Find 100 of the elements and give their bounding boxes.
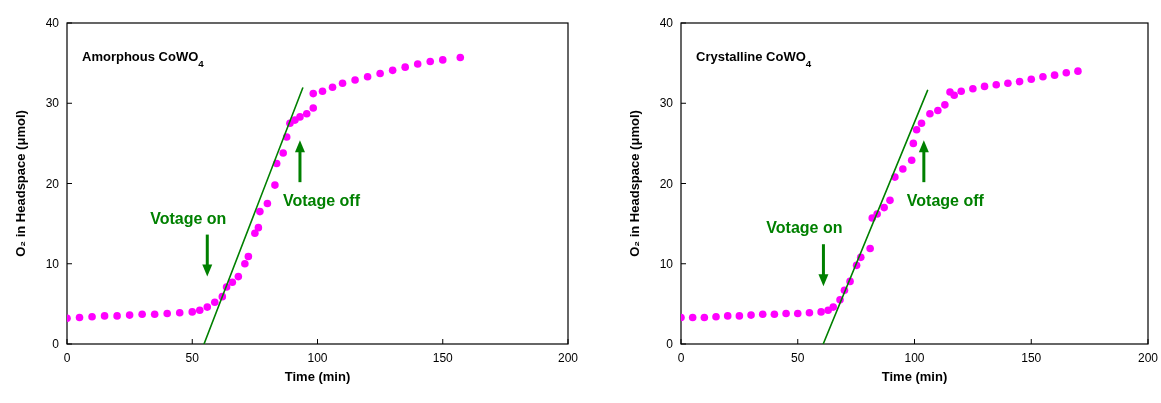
- point: [254, 223, 263, 232]
- point: [363, 72, 372, 81]
- point: [747, 311, 755, 319]
- point: [163, 309, 171, 318]
- annotation: Votage on: [766, 219, 843, 237]
- y-tick-label: 10: [45, 256, 60, 271]
- point: [1004, 79, 1012, 87]
- point: [1074, 67, 1082, 75]
- point: [907, 156, 916, 165]
- point: [805, 308, 814, 317]
- point: [817, 308, 825, 316]
- x-axis-title: Time (min): [881, 369, 948, 384]
- text: Amorphous CoWO$_{4}$: [82, 49, 205, 69]
- x-tick-label: 200: [1137, 351, 1159, 365]
- point: [318, 87, 327, 96]
- x-tick-label: 200: [557, 351, 579, 365]
- point: [244, 252, 253, 261]
- point: [909, 139, 918, 148]
- point: [438, 56, 447, 64]
- point: [829, 303, 838, 311]
- point: [188, 308, 197, 316]
- point: [138, 310, 146, 319]
- point: [309, 104, 318, 112]
- point: [688, 313, 697, 322]
- point: [934, 106, 942, 115]
- point: [941, 101, 949, 109]
- point: [234, 272, 243, 281]
- x-tick-label: 150: [1021, 351, 1042, 365]
- y-tick-label: 10: [659, 256, 674, 271]
- point: [1050, 71, 1059, 79]
- point: [338, 79, 347, 87]
- y-tick-label: 30: [659, 96, 674, 111]
- point: [302, 109, 311, 118]
- point: [125, 311, 134, 319]
- point: [251, 229, 259, 238]
- y-tick-label: 40: [45, 16, 60, 30]
- point: [1015, 77, 1024, 86]
- y-tick-label: 20: [659, 176, 674, 191]
- x-tick-label: 50: [185, 351, 200, 365]
- y-tick-label: 0: [666, 337, 674, 351]
- y-tick-label: 30: [45, 96, 60, 111]
- point: [113, 312, 121, 320]
- annotation: Votage off: [282, 192, 361, 210]
- x-tick-label: 0: [677, 351, 685, 365]
- point: [241, 259, 249, 268]
- point: [413, 60, 422, 68]
- point: [712, 312, 720, 321]
- point: [279, 149, 287, 157]
- point: [256, 207, 264, 216]
- point: [912, 125, 921, 134]
- point: [992, 80, 1001, 89]
- point: [793, 309, 802, 318]
- point: [926, 109, 934, 118]
- point: [88, 312, 96, 321]
- point: [351, 76, 359, 84]
- point: [957, 87, 965, 96]
- point: [309, 89, 318, 98]
- point: [980, 82, 989, 91]
- point: [969, 85, 977, 93]
- point: [1039, 72, 1047, 81]
- point: [723, 312, 732, 320]
- y-axis-title: O₂ in Headspace (μmol): [13, 110, 28, 257]
- point: [388, 66, 397, 75]
- point: [263, 199, 272, 208]
- point: [150, 310, 159, 319]
- point: [195, 306, 204, 315]
- point: [880, 203, 888, 212]
- point: [866, 244, 874, 253]
- point: [886, 196, 894, 205]
- x-tick-label: 150: [432, 351, 454, 365]
- y-axis-title: O₂ in Headspace (μmol): [627, 110, 642, 257]
- point: [899, 165, 907, 173]
- point: [228, 278, 237, 287]
- point: [210, 298, 219, 307]
- point: [376, 69, 384, 78]
- point: [75, 313, 84, 322]
- x-axis-title: Time (min): [284, 369, 351, 384]
- point: [770, 310, 779, 319]
- x-tick-label: 100: [904, 351, 925, 365]
- point: [203, 303, 212, 311]
- point: [175, 308, 184, 317]
- point: [700, 313, 709, 322]
- x-tick-label: 0: [63, 351, 71, 365]
- point: [328, 83, 337, 91]
- point: [1027, 75, 1036, 83]
- text: Crystalline CoWO$_{4}$: [696, 49, 812, 69]
- point: [456, 53, 465, 62]
- point: [950, 91, 958, 100]
- point: [1062, 68, 1071, 77]
- point: [758, 310, 767, 319]
- y-tick-label: 20: [45, 176, 60, 191]
- y-tick-label: 40: [659, 16, 674, 30]
- point: [296, 113, 304, 121]
- annotation: Votage off: [906, 192, 985, 210]
- point: [401, 63, 409, 71]
- point: [426, 57, 435, 66]
- x-tick-label: 100: [307, 351, 328, 365]
- point: [917, 119, 926, 128]
- y-tick-label: 0: [52, 337, 60, 351]
- point: [271, 181, 279, 189]
